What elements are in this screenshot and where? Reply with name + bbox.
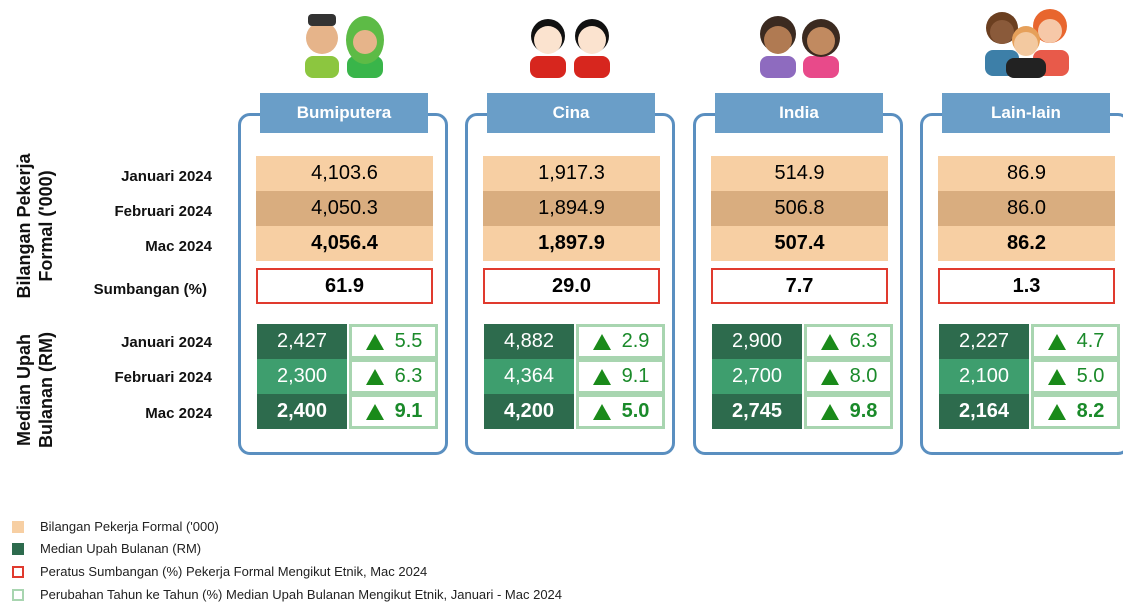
change-value: 5.5 <box>394 330 423 352</box>
median-wage: 2,427 <box>257 324 347 359</box>
up-arrow <box>1047 368 1066 385</box>
wage-change: 8.2 <box>1031 394 1120 429</box>
change-value: 5.0 <box>1076 365 1105 387</box>
worker-count: 1,894.9 <box>483 191 660 226</box>
worker-count: 86.9 <box>938 156 1115 191</box>
worker-count: 4,050.3 <box>256 191 433 226</box>
legend-text: Peratus Sumbangan (%) Pekerja Formal Men… <box>40 564 428 579</box>
column-header: Cina <box>487 93 655 133</box>
change-value: 9.1 <box>621 365 650 387</box>
median-wage: 2,100 <box>939 359 1029 394</box>
wage-change: 8.0 <box>804 359 893 394</box>
column-header: India <box>715 93 883 133</box>
change-value: 4.7 <box>1076 330 1105 352</box>
share-box: 61.9 <box>256 268 433 304</box>
median-wage: 2,900 <box>712 324 802 359</box>
up-arrow <box>820 403 839 420</box>
row-label: Sumbangan (%) <box>93 281 207 298</box>
column-header: Lain-lain <box>942 93 1110 133</box>
median-wage: 2,164 <box>939 394 1029 429</box>
group-label: Median Upah Bulanan (RM) <box>14 332 56 448</box>
row-label: Mac 2024 <box>145 405 212 422</box>
up-arrow <box>365 368 384 385</box>
wage-change: 9.8 <box>804 394 893 429</box>
median-wage: 2,400 <box>257 394 347 429</box>
row-label: Mac 2024 <box>145 238 212 255</box>
worker-count: 4,103.6 <box>256 156 433 191</box>
column-header: Bumiputera <box>260 93 428 133</box>
legend-swatch <box>12 521 24 533</box>
legend-swatch <box>12 543 24 555</box>
icon-lain-lain <box>985 9 1069 78</box>
change-value: 6.3 <box>849 330 878 352</box>
up-arrow <box>820 333 839 350</box>
icon-india <box>760 16 840 78</box>
worker-count: 514.9 <box>711 156 888 191</box>
change-value: 8.0 <box>849 365 878 387</box>
wage-change: 4.7 <box>1031 324 1120 359</box>
up-arrow <box>1047 333 1066 350</box>
median-wage: 4,200 <box>484 394 574 429</box>
change-value: 8.2 <box>1076 400 1105 422</box>
change-value: 2.9 <box>621 330 650 352</box>
median-wage: 2,300 <box>257 359 347 394</box>
people-icons <box>305 9 1069 78</box>
worker-count: 4,056.4 <box>256 226 433 261</box>
legend-text: Bilangan Pekerja Formal ('000) <box>40 519 219 534</box>
wage-change: 2.9 <box>576 324 665 359</box>
median-wage: 2,745 <box>712 394 802 429</box>
legend-text: Median Upah Bulanan (RM) <box>40 541 202 556</box>
up-arrow <box>365 403 384 420</box>
icon-bumiputera <box>305 14 384 78</box>
worker-count: 1,897.9 <box>483 226 660 261</box>
icon-cina <box>530 19 610 78</box>
up-arrow <box>592 403 611 420</box>
up-arrow <box>592 333 611 350</box>
change-value: 9.1 <box>394 400 423 422</box>
worker-count: 86.2 <box>938 226 1115 261</box>
wage-change: 6.3 <box>804 324 893 359</box>
wage-change: 6.3 <box>349 359 438 394</box>
wage-change: 9.1 <box>576 359 665 394</box>
row-label: Januari 2024 <box>121 168 212 185</box>
median-wage: 4,882 <box>484 324 574 359</box>
worker-count: 1,917.3 <box>483 156 660 191</box>
up-arrow <box>820 368 839 385</box>
wage-change: 5.0 <box>1031 359 1120 394</box>
row-label: Februari 2024 <box>114 369 212 386</box>
share-box: 29.0 <box>483 268 660 304</box>
row-label: Februari 2024 <box>114 203 212 220</box>
worker-count: 507.4 <box>711 226 888 261</box>
legend-swatch <box>12 589 24 601</box>
median-wage: 2,227 <box>939 324 1029 359</box>
wage-change: 5.0 <box>576 394 665 429</box>
wage-change: 5.5 <box>349 324 438 359</box>
up-arrow <box>365 333 384 350</box>
median-wage: 4,364 <box>484 359 574 394</box>
legend-swatch <box>12 566 24 578</box>
change-value: 9.8 <box>849 400 878 422</box>
up-arrow <box>592 368 611 385</box>
change-value: 5.0 <box>621 400 650 422</box>
share-box: 1.3 <box>938 268 1115 304</box>
legend-text: Perubahan Tahun ke Tahun (%) Median Upah… <box>40 587 563 602</box>
median-wage: 2,700 <box>712 359 802 394</box>
up-arrow <box>1047 403 1066 420</box>
share-box: 7.7 <box>711 268 888 304</box>
row-label: Januari 2024 <box>121 334 212 351</box>
wage-change: 9.1 <box>349 394 438 429</box>
worker-count: 506.8 <box>711 191 888 226</box>
change-value: 6.3 <box>394 365 423 387</box>
worker-count: 86.0 <box>938 191 1115 226</box>
